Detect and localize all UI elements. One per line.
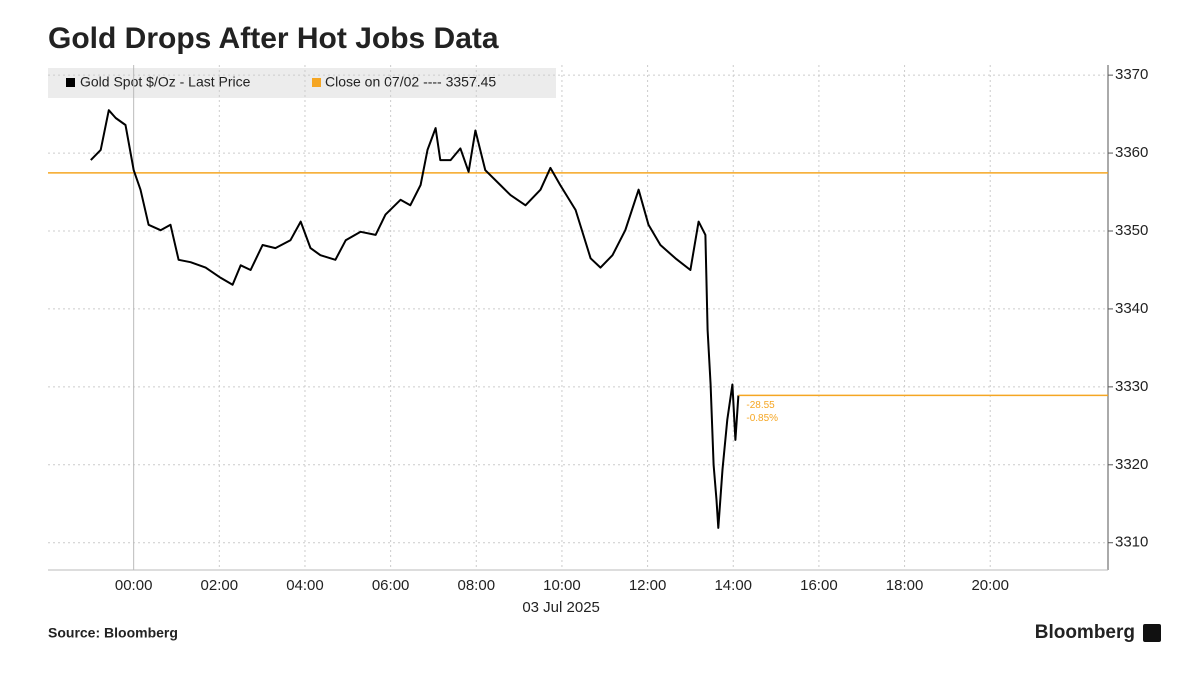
chart-title: Gold Drops After Hot Jobs Data xyxy=(48,22,499,55)
x-tick-label: 00:00 xyxy=(115,577,153,594)
x-tick-label: 04:00 xyxy=(286,577,324,594)
y-tick-label: 3310 xyxy=(1115,534,1148,551)
change-label: -28.55 xyxy=(746,400,775,411)
x-tick-label: 02:00 xyxy=(201,577,239,594)
legend-label: Gold Spot $/Oz - Last Price xyxy=(80,74,251,90)
y-tick-label: 3330 xyxy=(1115,378,1148,395)
x-tick-label: 20:00 xyxy=(971,577,1009,594)
legend-swatch xyxy=(312,78,321,87)
x-tick-label: 16:00 xyxy=(800,577,838,594)
y-tick-label: 3360 xyxy=(1115,144,1148,161)
legend-swatch xyxy=(66,78,75,87)
y-tick-label: 3350 xyxy=(1115,222,1148,239)
source: Source: Bloomberg xyxy=(48,625,178,641)
legend-box xyxy=(48,68,556,98)
change-pct-label: -0.85% xyxy=(746,413,778,424)
x-tick-label: 18:00 xyxy=(886,577,924,594)
price-line xyxy=(90,109,740,529)
y-tick-label: 3320 xyxy=(1115,456,1148,473)
x-tick-label: 12:00 xyxy=(629,577,667,594)
brand-icon xyxy=(1143,624,1161,642)
x-tick-label: 06:00 xyxy=(372,577,410,594)
y-tick-label: 3370 xyxy=(1115,66,1148,83)
x-tick-label: 10:00 xyxy=(543,577,581,594)
x-axis-label: 03 Jul 2025 xyxy=(522,599,600,616)
legend-label: Close on 07/02 ---- 3357.45 xyxy=(325,74,496,90)
brand: Bloomberg xyxy=(1035,622,1135,643)
x-tick-label: 14:00 xyxy=(714,577,752,594)
y-tick-label: 3340 xyxy=(1115,300,1148,317)
x-tick-label: 08:00 xyxy=(458,577,496,594)
